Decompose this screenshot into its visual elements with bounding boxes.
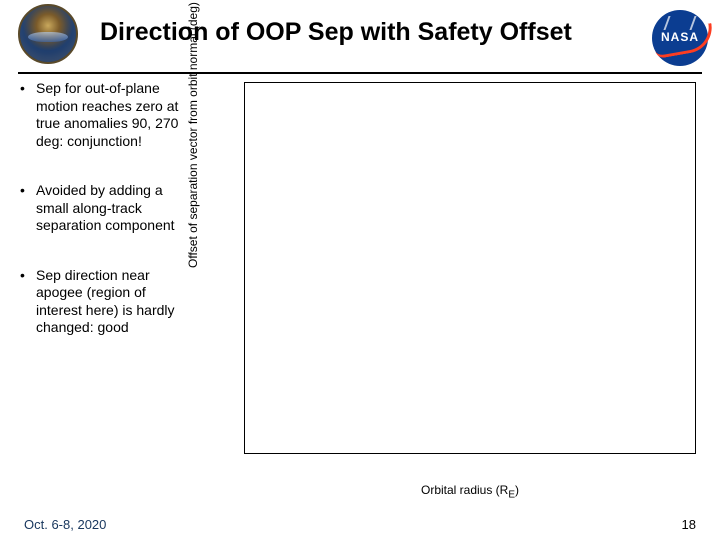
chart-plot-area <box>244 82 696 454</box>
footer-date: Oct. 6-8, 2020 <box>24 517 106 532</box>
slide-header: Direction of OOP Sep with Safety Offset … <box>18 0 702 74</box>
chart: Offset of separation vector from orbit n… <box>188 74 704 494</box>
chart-line <box>245 83 695 453</box>
slide-body: Sep for out-of-plane motion reaches zero… <box>20 80 710 510</box>
bullet-item: Avoided by adding a small along-track se… <box>20 182 180 235</box>
mission-logo-icon <box>18 4 78 64</box>
page-number: 18 <box>682 517 696 532</box>
chart-xlabel: Orbital radius (RE) <box>244 483 696 500</box>
nasa-logo-icon: NASA <box>652 10 708 66</box>
bullet-list: Sep for out-of-plane motion reaches zero… <box>20 80 180 369</box>
slide-footer: Oct. 6-8, 2020 18 <box>24 517 696 532</box>
nasa-logo-text: NASA <box>652 30 708 44</box>
bullet-item: Sep for out-of-plane motion reaches zero… <box>20 80 180 150</box>
chart-ylabel: Offset of separation vector from orbit n… <box>186 2 200 268</box>
bullet-item: Sep direction near apogee (region of int… <box>20 267 180 337</box>
slide-title: Direction of OOP Sep with Safety Offset <box>100 18 632 47</box>
